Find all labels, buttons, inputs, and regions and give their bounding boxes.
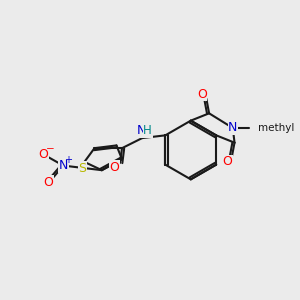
Text: S: S — [79, 162, 87, 175]
Text: O: O — [38, 148, 48, 161]
Text: O: O — [44, 176, 54, 189]
Text: O: O — [197, 88, 207, 100]
Text: −: − — [46, 144, 55, 154]
Text: methyl: methyl — [259, 123, 295, 133]
Text: N: N — [136, 124, 146, 137]
Text: O: O — [110, 161, 120, 174]
Text: N: N — [58, 159, 68, 172]
Text: H: H — [143, 124, 152, 137]
Text: N: N — [228, 122, 238, 134]
Text: O: O — [222, 155, 232, 168]
Text: +: + — [64, 155, 72, 165]
